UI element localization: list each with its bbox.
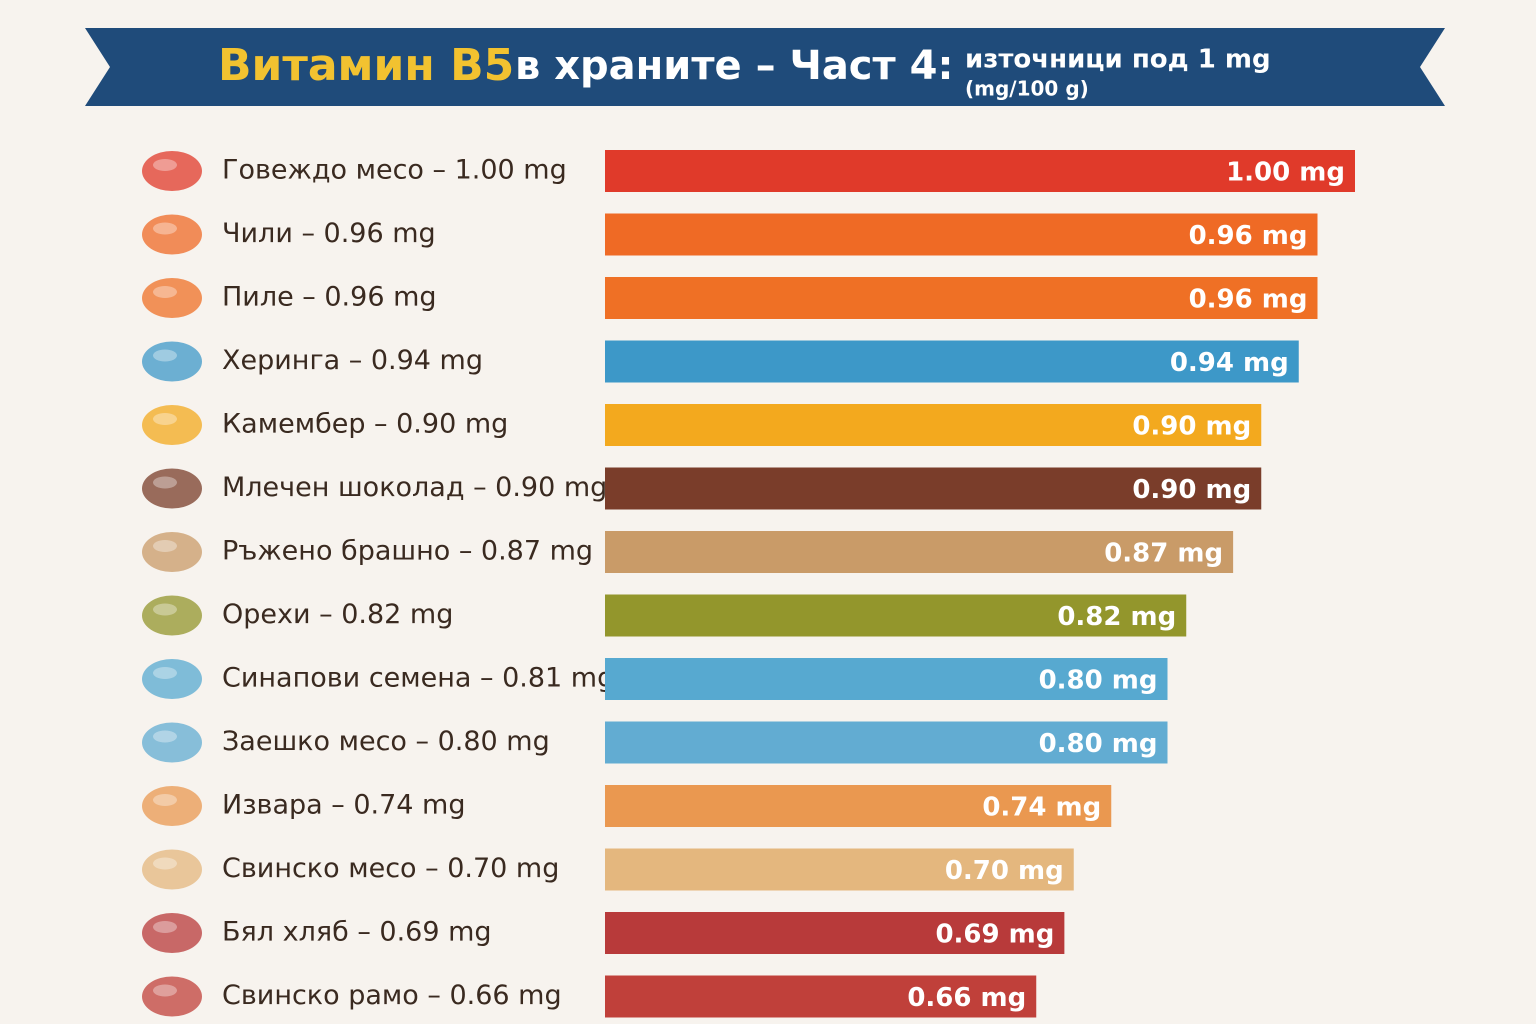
category-label: Орехи – 0.82 mg <box>222 599 453 630</box>
food-icon-highlight <box>153 794 177 806</box>
bar <box>605 150 1355 192</box>
food-icon <box>142 976 202 1017</box>
food-icon <box>142 405 202 445</box>
category-label: Говеждо месо – 1.00 mg <box>222 155 567 186</box>
bar <box>605 912 1065 954</box>
food-icon <box>142 786 202 826</box>
food-icon <box>142 532 202 572</box>
value-label: 0.82 mg <box>1057 602 1176 632</box>
food-icon-highlight <box>153 667 177 679</box>
bar <box>605 848 1074 891</box>
category-label: Пиле – 0.96 mg <box>222 282 437 313</box>
food-icon-highlight <box>153 159 177 171</box>
value-label: 0.66 mg <box>907 983 1026 1013</box>
category-label: Чили – 0.96 mg <box>222 218 436 249</box>
food-icon-highlight <box>153 730 177 743</box>
food-icon <box>142 722 202 763</box>
food-icon <box>142 278 202 318</box>
value-label: 0.80 mg <box>1039 666 1158 696</box>
bar <box>605 213 1318 256</box>
category-label: Бял хляб – 0.69 mg <box>222 917 492 948</box>
food-icon-highlight <box>153 984 177 997</box>
category-label: Свинско рамо – 0.66 mg <box>222 980 562 1011</box>
value-label: 0.87 mg <box>1104 539 1223 569</box>
bar <box>605 658 1168 700</box>
value-label: 0.94 mg <box>1170 348 1289 378</box>
food-icon-highlight <box>153 222 177 235</box>
value-label: 0.90 mg <box>1132 412 1251 442</box>
value-label: 0.96 mg <box>1189 221 1308 251</box>
value-label: 0.70 mg <box>945 856 1064 886</box>
food-icon <box>142 849 202 890</box>
food-icon-highlight <box>153 857 177 870</box>
value-label: 0.90 mg <box>1132 475 1251 505</box>
chart-title: в храните – Част 4: <box>515 43 953 89</box>
food-icon <box>142 659 202 699</box>
category-label: Извара – 0.74 mg <box>222 790 466 821</box>
value-label: 0.74 mg <box>982 793 1101 823</box>
bar <box>605 277 1318 319</box>
value-label: 0.80 mg <box>1039 729 1158 759</box>
food-icon-highlight <box>153 476 177 489</box>
food-icon-highlight <box>153 286 177 298</box>
category-label: Свинско месо – 0.70 mg <box>222 853 559 884</box>
value-label: 1.00 mg <box>1226 158 1345 188</box>
bar <box>605 975 1037 1018</box>
food-icon <box>142 468 202 509</box>
food-icon-highlight <box>153 540 177 552</box>
food-icon-highlight <box>153 921 177 933</box>
food-icon <box>142 151 202 191</box>
value-label: 0.96 mg <box>1189 285 1308 315</box>
bar <box>605 594 1187 637</box>
bar <box>605 404 1262 446</box>
bar <box>605 467 1262 510</box>
food-icon-highlight <box>153 603 177 616</box>
category-label: Камембер – 0.90 mg <box>222 409 508 440</box>
category-label: Синапови семена – 0.81 mg <box>222 663 614 694</box>
food-icon <box>142 341 202 382</box>
category-label: Ръжено брашно – 0.87 mg <box>222 536 593 567</box>
food-icon-highlight <box>153 413 177 425</box>
bar <box>605 785 1112 827</box>
chart-subtitle: източници под 1 mg <box>965 45 1271 75</box>
food-icon <box>142 214 202 255</box>
category-label: Млечен шоколад – 0.90 mg <box>222 472 607 503</box>
value-label: 0.69 mg <box>935 920 1054 950</box>
bar <box>605 340 1299 383</box>
chart-unit: (mg/100 g) <box>965 77 1089 101</box>
title-highlight: Витамин B5 <box>218 40 514 91</box>
category-label: Заешко месо – 0.80 mg <box>222 726 550 757</box>
food-icon-highlight <box>153 349 177 362</box>
food-icon <box>142 913 202 953</box>
title-banner <box>85 28 1445 106</box>
food-icon <box>142 595 202 636</box>
bar <box>605 531 1234 573</box>
category-label: Херинга – 0.94 mg <box>222 345 483 376</box>
bar <box>605 721 1168 764</box>
